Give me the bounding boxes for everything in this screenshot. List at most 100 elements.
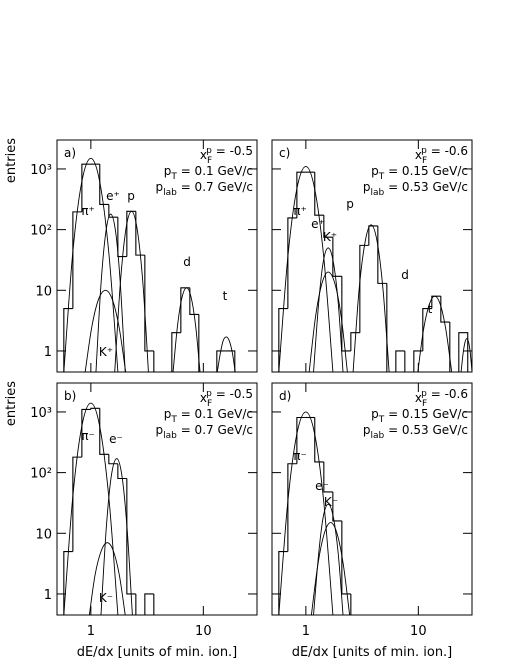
histogram-bin [171,332,181,372]
info-symbol: p [363,180,371,194]
fit-curve [352,224,390,372]
particle-label: e⁺ [311,217,325,231]
info-value: = 0.7 GeV/c [177,423,253,437]
plot-area [63,157,236,372]
plot-frame [271,139,473,373]
histogram-bin [404,350,406,372]
panel-label: c) [279,146,290,160]
info-subscript: F [207,399,212,409]
x-axis-label: dE/dx [units of min. ion.] [77,645,238,660]
info-value: = -0.6 [427,387,468,401]
particle-label: d [401,268,409,282]
histogram-bin [368,225,378,246]
histogram-bin [296,171,306,218]
info-superscript: p [421,389,427,399]
histogram-bin [144,255,154,352]
info-subscript: F [422,399,427,409]
particle-label: π⁺ [81,204,95,218]
info-value: = 0.15 GeV/c [384,407,468,421]
kinematics-info: plab = 0.7 GeV/c [156,423,253,441]
histogram-bin [440,296,450,323]
kinematics-info: xFp = -0.6 [415,387,468,409]
y-tick-label: 10² [30,224,52,239]
y-tick-label: 10 [35,527,52,542]
histogram-bin [278,551,288,615]
fit-curve [100,458,133,615]
info-subscript: T [170,415,177,425]
x-tick-label: 10 [410,624,427,639]
info-subscript: lab [371,431,385,441]
info-symbol: p [156,180,164,194]
info-superscript: p [421,146,427,156]
histogram-bin [135,593,137,615]
histogram-bin [323,461,333,493]
kinematics-info: pT = 0.15 GeV/c [371,407,468,425]
info-subscript: lab [163,188,177,198]
histogram-bin [90,407,100,410]
histogram-bin [117,217,127,258]
info-symbol: x [200,148,207,162]
fit-curve [310,522,351,615]
kinematics-info: xFp = -0.5 [200,144,253,166]
y-axis-label: entries [4,138,19,183]
y-tick-label: 10³ [30,406,52,421]
y-tick-label: 10³ [30,163,52,178]
fit-curve [313,247,344,372]
info-superscript: p [206,389,212,399]
fit-curve [308,271,348,372]
x-axis-label: dE/dx [units of min. ion.] [292,645,453,660]
info-symbol: x [200,391,207,405]
histogram-bin [431,295,441,309]
histogram-bin [359,244,369,333]
info-value: = -0.5 [212,144,253,158]
info-symbol: x [415,148,422,162]
kinematics-info: plab = 0.53 GeV/c [363,180,468,198]
particle-label: e⁻ [109,432,123,446]
histogram-bin [117,463,127,480]
histogram-bin [72,456,82,552]
particle-label: K⁺ [99,345,113,359]
y-tick-label: 1 [44,588,52,603]
fit-curve [216,336,236,372]
fit-curve [63,157,119,372]
histogram-bin [395,350,405,372]
histogram-bin [81,408,91,458]
particle-label: K⁻ [324,495,338,509]
histogram-bin [332,491,342,522]
histogram-bin [180,287,190,333]
kinematics-info: plab = 0.53 GeV/c [363,423,468,441]
info-subscript: T [170,172,177,182]
fit-curve [88,542,126,615]
histogram-bin [108,454,118,465]
histogram-bin [99,408,109,455]
plot-area [278,411,352,615]
y-tick-label: 1 [44,345,52,360]
histogram-bin [287,463,297,552]
particle-label: t [223,289,228,303]
histogram-bin [341,276,351,352]
histogram-bin [323,215,333,238]
fit-curve [84,289,127,372]
info-value: = 0.53 GeV/c [384,423,468,437]
particle-label: e⁻ [315,479,329,493]
info-symbol: p [164,164,172,178]
kinematics-info: pT = 0.1 GeV/c [164,164,253,182]
plot-frame [56,139,258,373]
histogram-bin [72,211,82,309]
info-value: = -0.5 [212,387,253,401]
plot-area [63,402,155,615]
particle-label: π⁻ [293,449,307,463]
particle-label: K⁺ [323,230,337,244]
histogram-bin [413,350,423,372]
histogram-bin [296,416,306,464]
plot-frame [56,382,258,616]
histogram-bin [458,332,469,372]
info-symbol: x [415,391,422,405]
kinematics-info: plab = 0.7 GeV/c [156,180,253,198]
fit-curve [313,503,344,615]
info-symbol: p [363,423,371,437]
info-symbol: p [156,423,164,437]
info-subscript: T [378,415,385,425]
y-tick-label: 10² [30,467,52,482]
